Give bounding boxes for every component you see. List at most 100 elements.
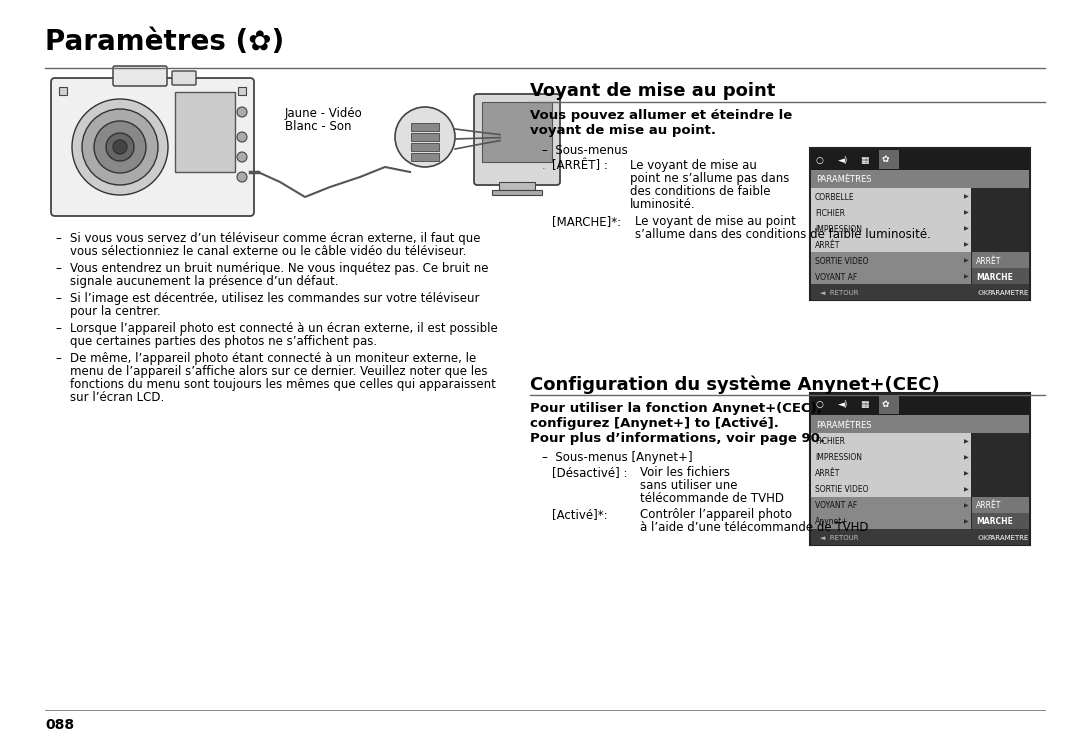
Bar [811, 204, 971, 220]
Text: Configuration du système Anynet+(CEC): Configuration du système Anynet+(CEC) [530, 375, 940, 393]
Bar [411, 123, 438, 131]
Text: –: – [55, 322, 60, 335]
Text: OK: OK [978, 535, 989, 541]
Circle shape [237, 132, 247, 142]
Bar [811, 415, 1029, 433]
Text: Si vous vous servez d’un téléviseur comme écran externe, il faut que: Si vous vous servez d’un téléviseur comm… [70, 232, 481, 245]
Text: Lorsque l’appareil photo est connecté à un écran externe, il est possible: Lorsque l’appareil photo est connecté à … [70, 322, 498, 335]
Bar [811, 449, 971, 465]
Bar [411, 153, 438, 161]
Bar [811, 149, 1029, 170]
Circle shape [237, 107, 247, 117]
Text: PARAMETRE: PARAMETRE [987, 290, 1028, 296]
Bar [810, 148, 1030, 300]
Circle shape [82, 109, 158, 185]
Text: Voir les fichiers: Voir les fichiers [640, 466, 730, 479]
Text: –: – [55, 262, 60, 275]
Circle shape [237, 172, 247, 182]
Text: [Activé]*:: [Activé]*: [552, 508, 608, 521]
Text: ▶: ▶ [964, 275, 969, 280]
Circle shape [106, 133, 134, 161]
Bar [811, 497, 971, 513]
Text: ▶: ▶ [964, 471, 969, 477]
Text: VOYANT AF: VOYANT AF [815, 272, 858, 281]
Text: IMPRESSION: IMPRESSION [815, 225, 862, 233]
Bar [811, 481, 971, 497]
Text: ARRÊT: ARRÊT [976, 501, 1001, 510]
Text: MARCHE: MARCHE [976, 272, 1013, 281]
Text: ◄  RETOUR: ◄ RETOUR [820, 535, 859, 541]
Bar [811, 236, 971, 252]
Text: ARRÊT: ARRÊT [815, 240, 840, 249]
Text: point ne s’allume pas dans: point ne s’allume pas dans [630, 172, 789, 185]
Text: des conditions de faible: des conditions de faible [630, 185, 770, 198]
Circle shape [72, 99, 168, 195]
Text: 088: 088 [45, 718, 75, 732]
Text: Si l’image est décentrée, utilisez les commandes sur votre téléviseur: Si l’image est décentrée, utilisez les c… [70, 292, 480, 305]
Text: Le voyant de mise au: Le voyant de mise au [630, 159, 757, 172]
Text: ▶: ▶ [964, 210, 969, 216]
Text: ▶: ▶ [964, 504, 969, 509]
Bar [175, 92, 235, 172]
Text: –: – [55, 352, 60, 365]
Text: Jaune - Vidéo: Jaune - Vidéo [285, 107, 363, 120]
Text: signale aucunement la présence d’un défaut.: signale aucunement la présence d’un défa… [70, 275, 338, 288]
Text: ◄): ◄) [838, 155, 849, 165]
Bar [811, 433, 971, 449]
Bar [811, 252, 971, 268]
Text: ARRÊT: ARRÊT [815, 469, 840, 478]
Bar [411, 143, 438, 151]
Circle shape [94, 121, 146, 173]
Text: PARAMÈTRES: PARAMÈTRES [816, 175, 872, 184]
Text: MARCHE: MARCHE [976, 518, 1013, 527]
Text: sur l’écran LCD.: sur l’écran LCD. [70, 391, 164, 404]
Bar [811, 268, 971, 284]
Text: PARAMÈTRES: PARAMÈTRES [816, 421, 872, 430]
Text: Blanc - Son: Blanc - Son [285, 120, 351, 133]
Text: CORBELLE: CORBELLE [815, 192, 854, 201]
Text: luminosité.: luminosité. [630, 198, 696, 211]
Text: ▶: ▶ [964, 227, 969, 231]
Text: menu de l’appareil s’affiche alors sur ce dernier. Veuillez noter que les: menu de l’appareil s’affiche alors sur c… [70, 365, 487, 378]
Text: SORTIE VIDEO: SORTIE VIDEO [815, 486, 868, 495]
Text: VOYANT AF: VOYANT AF [815, 501, 858, 510]
Text: FICHIER: FICHIER [815, 437, 845, 447]
Text: Pour utiliser la fonction Anynet+(CEC),: Pour utiliser la fonction Anynet+(CEC), [530, 402, 822, 415]
Text: configurez [Anynet+] to [Activé].: configurez [Anynet+] to [Activé]. [530, 417, 779, 430]
Circle shape [113, 140, 127, 154]
Text: [Désactivé] :: [Désactivé] : [552, 466, 627, 479]
FancyBboxPatch shape [51, 78, 254, 216]
Text: fonctions du menu sont toujours les mêmes que celles qui apparaissent: fonctions du menu sont toujours les même… [70, 378, 496, 391]
FancyBboxPatch shape [172, 71, 195, 85]
Text: ✿: ✿ [882, 155, 890, 165]
Text: sans utiliser une: sans utiliser une [640, 479, 738, 492]
Bar [811, 284, 1029, 300]
Text: ✿: ✿ [882, 401, 890, 410]
Bar [972, 497, 1029, 513]
Text: ▶: ▶ [964, 242, 969, 248]
Bar [811, 529, 1029, 545]
Text: pour la centrer.: pour la centrer. [70, 305, 161, 318]
Text: Contrôler l’appareil photo: Contrôler l’appareil photo [640, 508, 792, 521]
Text: Le voyant de mise au point: Le voyant de mise au point [635, 215, 796, 228]
Text: ▶: ▶ [964, 439, 969, 445]
Text: Paramètres (✿): Paramètres (✿) [45, 28, 284, 56]
Bar [879, 150, 899, 169]
Text: –  Sous-menus [Anynet+]: – Sous-menus [Anynet+] [542, 451, 692, 464]
Bar [59, 87, 67, 95]
Text: Anynet+: Anynet+ [815, 518, 849, 527]
Text: ▶: ▶ [964, 456, 969, 460]
Text: FICHIER: FICHIER [815, 208, 845, 218]
Text: ▦: ▦ [860, 155, 868, 165]
Text: ▶: ▶ [964, 519, 969, 524]
Circle shape [395, 107, 455, 167]
Bar [811, 188, 971, 204]
Text: ○: ○ [816, 155, 824, 165]
Bar [811, 170, 1029, 188]
Text: ·: · [542, 164, 545, 174]
Bar [411, 133, 438, 141]
Text: –  Sous-menus: – Sous-menus [542, 144, 627, 157]
Bar [238, 87, 246, 95]
Text: s’allume dans des conditions de faible luminosité.: s’allume dans des conditions de faible l… [635, 228, 931, 241]
Text: ○: ○ [816, 401, 824, 410]
